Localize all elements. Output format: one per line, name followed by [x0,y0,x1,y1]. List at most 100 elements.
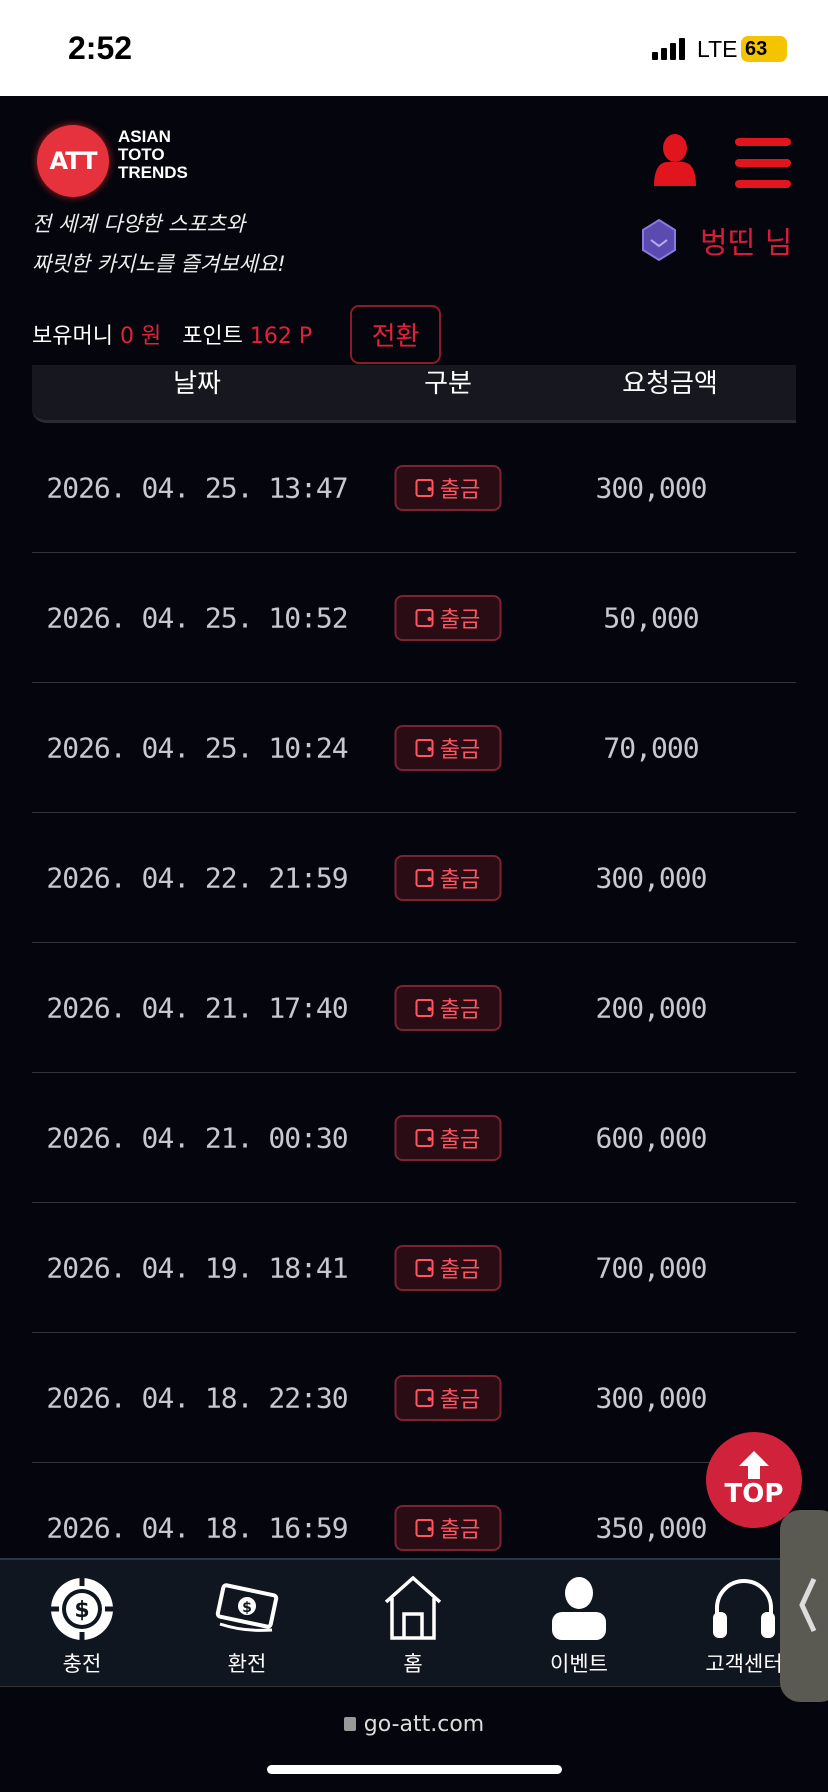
point-value: 162 P [249,324,313,349]
scroll-top-button[interactable]: TOP [706,1432,802,1528]
wallet-icon [415,608,434,627]
row-type: 출금 [439,737,481,763]
row-amount: 70,000 [603,731,699,764]
clock: 2:52 [68,30,133,66]
table-row: 2026. 04. 25. 10:52 출금 50,000 [32,553,796,683]
network-type: LTE [697,36,738,62]
side-panel-handle[interactable] [780,1510,828,1702]
rank-badge-icon [642,218,676,262]
arrow-up-icon [739,1451,769,1479]
row-date: 2026. 04. 21. 17:40 [46,991,348,1024]
withdraw-badge: 출금 [394,1114,502,1161]
url-bar[interactable]: go-att.com [0,1712,828,1737]
table-row: 2026. 04. 18. 22:30 출금 300,000 [32,1333,796,1463]
logo[interactable]: ATT [37,125,109,197]
row-date: 2026. 04. 19. 18:41 [46,1251,348,1284]
nav-label: 이벤트 [550,1652,608,1676]
table-row: 2026. 04. 19. 18:41 출금 700,000 [32,1203,796,1333]
wallet-icon [415,1128,434,1147]
wallet-icon [415,868,434,887]
home-icon [384,1576,442,1640]
withdraw-badge: 출금 [394,594,502,641]
table-row: 2026. 04. 22. 21:59 출금 300,000 [32,813,796,943]
money-value: 0 원 [119,324,162,349]
row-type: 출금 [439,607,481,633]
row-amount: 350,000 [595,1511,707,1544]
nav-deposit[interactable]: $ 충전 [22,1576,142,1678]
svg-text:$: $ [74,1598,89,1623]
row-type: 출금 [439,867,481,893]
row-date: 2026. 04. 22. 21:59 [46,861,348,894]
svg-text:$: $ [242,1600,252,1616]
lock-icon [343,1717,356,1731]
row-amount: 300,000 [595,1381,707,1414]
row-type: 출금 [439,1517,481,1543]
wallet-icon [415,998,434,1017]
withdraw-badge: 출금 [394,1374,502,1421]
table-row: 2026. 04. 21. 17:40 출금 200,000 [32,943,796,1073]
menu-icon[interactable] [735,138,791,201]
table-row: 2026. 04. 25. 13:47 출금 300,000 [32,423,796,553]
convert-button[interactable]: 전환 [350,305,441,364]
row-date: 2026. 04. 21. 00:30 [46,1121,348,1154]
row-date: 2026. 04. 18. 22:30 [46,1381,348,1414]
row-type: 출금 [439,1127,481,1153]
headset-icon [713,1579,775,1638]
wallet-icon [415,1518,434,1537]
logo-line: TOTO [118,145,165,164]
row-amount: 700,000 [595,1251,707,1284]
row-date: 2026. 04. 25. 10:52 [46,601,348,634]
casino-chip-icon: $ [49,1576,115,1642]
battery-icon: 63 [741,36,787,62]
nav-label: 홈 [403,1652,423,1676]
table-header: 날짜 구분 요청금액 [32,365,796,423]
withdraw-badge: 출금 [394,1504,502,1551]
url-text: go-att.com [363,1712,485,1737]
column-type: 구분 [424,369,472,399]
row-type: 출금 [439,477,481,503]
withdraw-badge: 출금 [394,724,502,771]
nav-event[interactable]: 이벤트 [519,1576,639,1678]
wallet-icon [415,478,434,497]
withdraw-badge: 출금 [394,1244,502,1291]
column-date: 날짜 [173,369,221,399]
user-icon[interactable] [652,134,698,186]
row-amount: 300,000 [595,471,707,504]
money-icon: $ [215,1583,279,1632]
row-date: 2026. 04. 25. 13:47 [46,471,348,504]
wallet-icon [415,1388,434,1407]
logo-line: TRENDS [118,163,188,182]
chevron-left-icon [799,1577,817,1633]
top-label: TOP [724,1479,784,1509]
nav-support[interactable]: 고객센터 [684,1576,804,1678]
nickname[interactable]: 벙띤 님 [700,226,793,261]
tagline-1: 전 세계 다양한 스포츠와 [32,212,246,236]
bottom-nav: $ 충전 $ 환전 홈 이벤트 고객센터 [0,1558,828,1687]
row-date: 2026. 04. 25. 10:24 [46,731,348,764]
money-label: 보유머니 [32,324,113,349]
tagline-2: 짜릿한 카지노를 즐겨보세요! [32,252,286,276]
row-amount: 200,000 [595,991,707,1024]
wallet-icon [415,1258,434,1277]
logo-line: ASIAN [118,127,171,146]
nav-label: 환전 [227,1652,267,1676]
table-row: 2026. 04. 21. 00:30 출금 600,000 [32,1073,796,1203]
status-bar: 2:52 LTE 63 [0,0,828,96]
nav-home[interactable]: 홈 [353,1576,473,1678]
nav-label: 충전 [62,1652,102,1676]
nav-withdraw[interactable]: $ 환전 [187,1576,307,1678]
logo-text: ASIAN TOTO TRENDS [118,128,188,182]
wallet-icon [415,738,434,757]
row-type: 출금 [439,1387,481,1413]
table-row: 2026. 04. 25. 10:24 출금 70,000 [32,683,796,813]
row-amount: 300,000 [595,861,707,894]
point-label: 포인트 [182,324,243,349]
withdraw-badge: 출금 [394,854,502,901]
row-amount: 50,000 [603,601,699,634]
signal-icon [652,38,685,60]
table-row: 2026. 04. 18. 16:59 출금 350,000 [32,1463,796,1593]
row-date: 2026. 04. 18. 16:59 [46,1511,348,1544]
home-indicator [267,1765,562,1774]
balance-bar: 보유머니 0 원 포인트 162 P [32,318,312,350]
withdraw-badge: 출금 [394,984,502,1031]
